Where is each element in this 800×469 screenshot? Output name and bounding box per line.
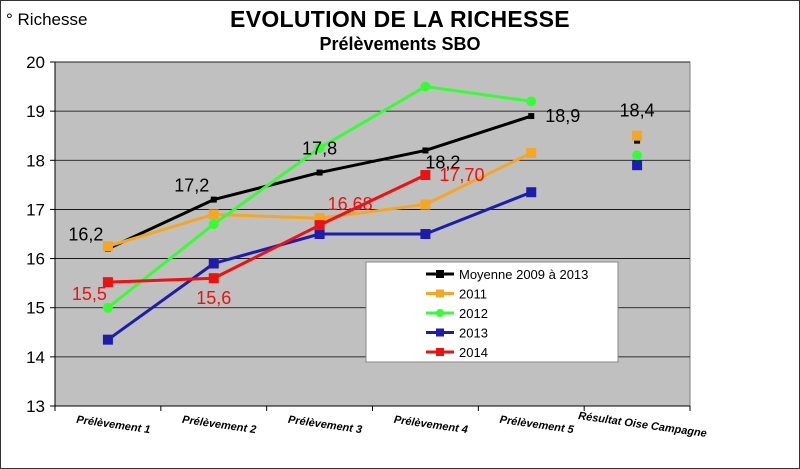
legend-marker — [436, 328, 444, 337]
legend-label: 2014 — [459, 345, 488, 360]
y-tick-label: 19 — [26, 102, 45, 121]
data-point — [208, 258, 219, 269]
data-label: 17,2 — [174, 176, 209, 196]
data-label: 18,9 — [545, 106, 580, 126]
data-point — [632, 130, 643, 141]
data-point — [208, 209, 219, 220]
data-label: 17,8 — [302, 139, 337, 159]
legend: Moyenne 2009 à 2013 2011 2012 2013 2014 — [365, 261, 619, 363]
data-point — [420, 229, 431, 239]
data-point — [632, 150, 643, 161]
y-tick-label: 15 — [26, 299, 45, 318]
legend-marker — [436, 309, 444, 317]
x-tick-label: Prélèvement 4 — [393, 414, 469, 436]
data-labels: 16,2 17,2 17,8 18,2 18,9 18,4 15,5 15,6 16,68 17,… — [68, 101, 654, 309]
data-point — [526, 96, 537, 107]
data-label: 16,2 — [68, 225, 103, 245]
legend-label: 2012 — [459, 306, 488, 321]
chart-subtitle: Prélèvements SBO — [319, 34, 481, 54]
y-tick-label: 16 — [26, 250, 45, 269]
legend-box — [365, 261, 619, 363]
data-point — [314, 220, 325, 231]
series-3 — [102, 160, 643, 345]
x-tick-label: Prélèvement 2 — [181, 414, 257, 436]
chart-title: EVOLUTION DE LA RICHESSE — [230, 6, 570, 32]
x-tick-label: Prélèvement 1 — [76, 414, 152, 436]
y-tick-label: 18 — [26, 151, 45, 170]
legend-label: 2013 — [459, 326, 488, 341]
data-label: 17,70 — [439, 165, 484, 185]
data-point — [420, 170, 431, 181]
y-tick-label: 13 — [26, 397, 45, 416]
data-point — [210, 196, 217, 203]
data-point — [420, 199, 431, 210]
data-point — [102, 241, 113, 252]
data-point — [102, 334, 113, 345]
y-tick-label: 20 — [26, 53, 45, 72]
data-point — [314, 213, 325, 224]
y-tick-label: 14 — [26, 348, 45, 367]
data-point — [526, 187, 537, 198]
data-point — [526, 147, 537, 158]
y-axis-label: ° Richesse — [6, 10, 88, 29]
data-point — [208, 273, 219, 284]
data-label: 16,68 — [328, 194, 373, 214]
series-line — [107, 173, 427, 284]
data-point — [102, 277, 113, 288]
x-tick-label: Prélèvement 3 — [287, 414, 363, 436]
series-4 — [102, 170, 431, 288]
data-point — [314, 143, 325, 153]
data-point — [314, 229, 325, 239]
legend-marker — [436, 348, 444, 356]
y-tick-label: 17 — [26, 200, 45, 219]
data-point — [208, 219, 219, 230]
series-layer — [102, 81, 643, 345]
data-point — [422, 147, 429, 154]
data-point — [420, 81, 431, 92]
legend-label: Moyenne 2009 à 2013 — [459, 267, 588, 282]
data-label: 18,4 — [620, 101, 655, 121]
data-point — [528, 113, 535, 120]
data-label: 18,2 — [425, 152, 460, 172]
data-label: 15,5 — [72, 284, 107, 304]
data-point — [316, 169, 323, 176]
data-point — [102, 302, 113, 313]
x-tick-label: Prélèvement 5 — [499, 414, 575, 436]
x-tick-label: Résultat Oise Campagne — [577, 410, 707, 440]
data-point — [632, 160, 643, 171]
legend-label: 2011 — [459, 287, 487, 302]
series-1 — [102, 130, 643, 252]
legend-marker — [436, 289, 444, 298]
series-2 — [102, 81, 643, 313]
data-label: 15,6 — [196, 288, 231, 308]
legend-marker — [436, 270, 444, 278]
